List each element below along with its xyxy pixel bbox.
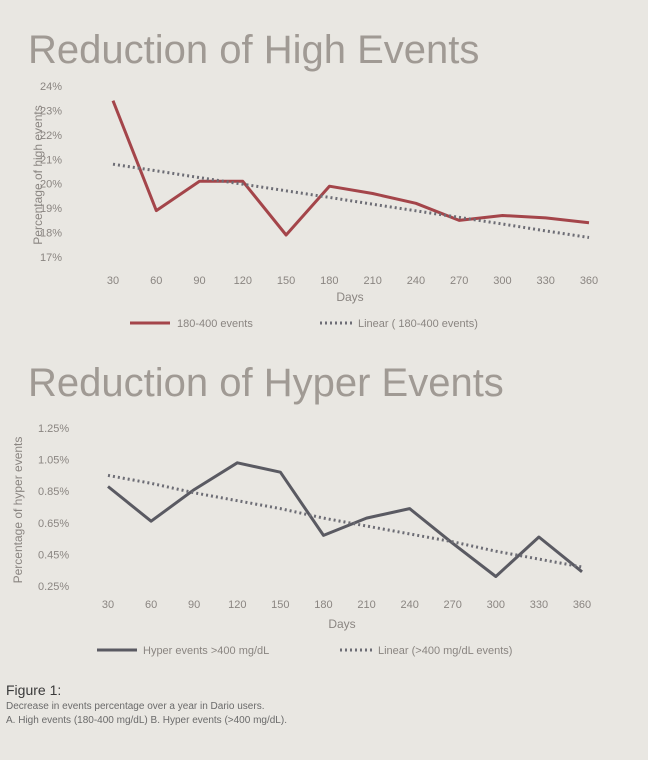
hyper-events-series	[107, 461, 583, 578]
hyper-y-tick-label: 1.25%	[38, 423, 69, 435]
hyper-y-tick-label: 1.05%	[38, 455, 69, 467]
high-y-tick-label: 18%	[40, 228, 62, 240]
high-events-y-ticks: 17% 18% 19% 20% 21% 22% 23% 24%	[40, 81, 62, 264]
legend-label-high-trend: Linear ( 180-400 events)	[358, 318, 478, 330]
hyper-y-tick-label: 0.65%	[38, 518, 69, 530]
high-y-tick-label: 20%	[40, 179, 62, 191]
high-events-legend: 180-400 events Linear ( 180-400 events)	[130, 318, 478, 330]
high-y-tick-label: 19%	[40, 203, 62, 215]
hyper-y-tick-label: 0.85%	[38, 486, 69, 498]
figure-caption-line-2: A. High events (180-400 mg/dL) B. Hyper …	[6, 715, 287, 726]
hyper-events-title: Reduction of Hyper Events	[28, 361, 504, 405]
high-x-tick-label: 180	[320, 275, 338, 287]
high-x-tick-label: 30	[107, 275, 119, 287]
high-events-x-ticks: 30 60 90 120 150 180 210 240 270 300 330 360	[107, 275, 598, 287]
hyper-x-tick-label: 180	[314, 599, 332, 611]
hyper-events-chart: Reduction of Hyper Events Percentage of …	[11, 361, 591, 657]
high-y-tick-label: 22%	[40, 130, 62, 142]
high-x-tick-label: 330	[537, 275, 555, 287]
hyper-y-tick-label: 0.25%	[38, 581, 69, 593]
high-events-chart: Reduction of High Events Percentage of h…	[28, 28, 598, 330]
hyper-series-line	[107, 461, 583, 578]
hyper-events-x-axis-label: Days	[328, 617, 355, 631]
hyper-events-legend: Hyper events >400 mg/dL Linear (>400 mg/…	[97, 645, 512, 657]
hyper-events-y-axis-label: Percentage of hyper events	[11, 437, 25, 584]
high-y-tick-label: 24%	[40, 81, 62, 93]
legend-label-hyper-events: Hyper events >400 mg/dL	[143, 645, 269, 657]
hyper-x-tick-label: 120	[228, 599, 246, 611]
high-x-tick-label: 240	[407, 275, 425, 287]
hyper-x-tick-label: 150	[271, 599, 289, 611]
high-x-tick-label: 150	[277, 275, 295, 287]
high-events-series	[111, 100, 590, 239]
high-events-y-axis-label: Percentage of high events	[31, 105, 45, 244]
high-x-tick-label: 120	[234, 275, 252, 287]
high-y-tick-label: 23%	[40, 105, 62, 117]
high-x-tick-label: 90	[193, 275, 205, 287]
high-x-tick-label: 300	[493, 275, 511, 287]
high-y-tick-label: 17%	[40, 252, 62, 264]
hyper-x-tick-label: 330	[530, 599, 548, 611]
high-x-tick-label: 360	[580, 275, 598, 287]
high-events-x-axis-label: Days	[336, 290, 363, 304]
legend-label-hyper-trend: Linear (>400 mg/dL events)	[378, 645, 512, 657]
hyper-x-tick-label: 210	[357, 599, 375, 611]
hyper-x-tick-label: 30	[102, 599, 114, 611]
hyper-x-tick-label: 240	[400, 599, 418, 611]
high-x-tick-label: 60	[150, 275, 162, 287]
hyper-x-tick-label: 90	[188, 599, 200, 611]
high-x-tick-label: 210	[363, 275, 381, 287]
hyper-x-tick-label: 300	[487, 599, 505, 611]
hyper-y-tick-label: 0.45%	[38, 549, 69, 561]
high-series-line	[111, 100, 590, 237]
hyper-events-x-ticks: 30 60 90 120 150 180 210 240 270 300 330 360	[102, 599, 591, 611]
high-trend-line	[112, 162, 590, 239]
figure-caption-line-1: Decrease in events percentage over a yea…	[6, 701, 265, 712]
hyper-x-tick-label: 360	[573, 599, 591, 611]
high-events-title: Reduction of High Events	[28, 28, 479, 72]
hyper-x-tick-label: 270	[444, 599, 462, 611]
figure-caption-title: Figure 1:	[6, 682, 62, 698]
high-x-tick-label: 270	[450, 275, 468, 287]
hyper-trend-line	[107, 473, 583, 569]
high-y-tick-label: 21%	[40, 154, 62, 166]
hyper-x-tick-label: 60	[145, 599, 157, 611]
hyper-events-y-ticks: 0.25% 0.45% 0.65% 0.85% 1.05% 1.25%	[38, 423, 69, 593]
legend-label-high-events: 180-400 events	[177, 318, 253, 330]
